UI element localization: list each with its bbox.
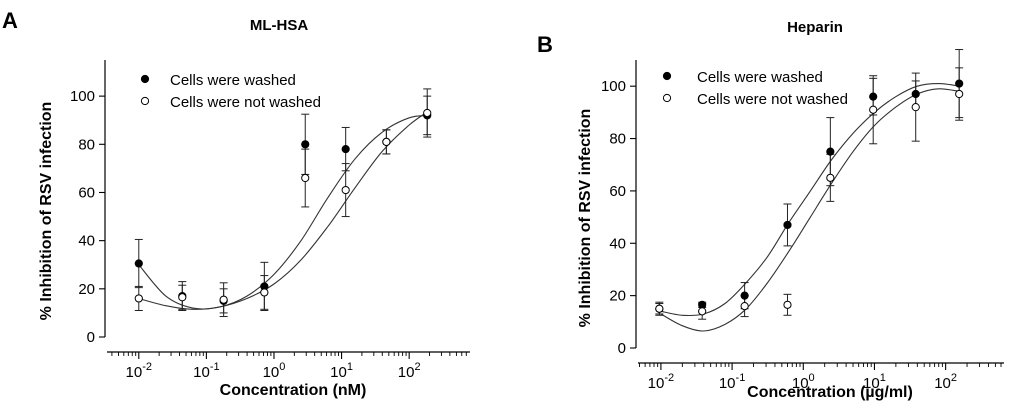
data-point-not-washed [955, 89, 964, 99]
x-tick-label: 10-1 [193, 361, 219, 381]
y-tick-label: 0 [87, 329, 95, 346]
y-axis-label-a: % Inhibition of RSV infection [38, 102, 55, 321]
x-axis-label-a: Concentration (nM) [220, 382, 367, 399]
y-tick-label: 80 [78, 136, 95, 153]
data-point-not-washed [382, 137, 391, 146]
x-tick-label: 10-2 [648, 372, 674, 392]
fit-curve-washed [660, 83, 960, 317]
data-point-washed [911, 89, 920, 99]
x-axis-label-b: Concentration (µg/ml) [747, 384, 913, 401]
data-point-not-washed [740, 302, 749, 311]
data-point-not-washed [698, 307, 707, 316]
x-tick-label: 100 [263, 361, 286, 381]
plot-area-b: 0 20 40 60 80 100 10-2 10-1 100 101 102 [601, 49, 1004, 392]
y-tick-label: 40 [609, 235, 626, 252]
panel-letter-a: A [2, 8, 18, 33]
legend-marker-washed-b [662, 71, 672, 81]
data-point-washed [134, 259, 143, 268]
data-point-not-washed [341, 185, 350, 195]
plot-area-a: 0 20 40 60 80 100 10-2 10-1 100 101 102 [70, 60, 470, 381]
x-tick-label: 101 [863, 372, 886, 392]
panel-letter-b: B [537, 32, 553, 57]
data-point-not-washed [783, 300, 792, 309]
legend-marker-washed-a [140, 74, 150, 84]
data-point-washed [783, 220, 792, 230]
data-point-washed [955, 79, 964, 88]
data-point-not-washed [260, 288, 269, 297]
data-point-washed [301, 140, 310, 149]
data-point-not-washed [134, 294, 143, 303]
legend-b: Cells were washed Cells were not washed [662, 69, 848, 108]
legend-marker-not-washed-a [140, 96, 150, 106]
chart-title-b: Heparin [787, 19, 843, 36]
data-point-not-washed [423, 108, 432, 118]
y-tick-label: 100 [70, 88, 95, 105]
data-point-not-washed [655, 304, 664, 313]
y-tick-label: 60 [609, 183, 626, 200]
data-point-not-washed [219, 295, 228, 304]
data-point-washed [826, 147, 835, 156]
x-tick-label: 100 [792, 372, 815, 392]
x-tick-label: 10-2 [126, 361, 152, 381]
data-point-washed [740, 291, 749, 300]
data-point-washed [869, 92, 878, 101]
y-tick-label: 100 [601, 78, 626, 95]
data-point-not-washed [826, 173, 835, 182]
y-tick-label: 20 [78, 281, 95, 298]
data-point-washed [341, 145, 350, 154]
legend-label-washed-b: Cells were washed [697, 69, 823, 86]
fit-curve-washed [138, 114, 430, 310]
x-tick-label: 10-1 [719, 372, 745, 392]
chart-panel-a: A ML-HSA % Inhibition of RSV infection C… [2, 8, 470, 399]
data-point-not-washed [869, 105, 878, 114]
data-point-not-washed [911, 103, 920, 112]
y-tick-label: 0 [618, 340, 626, 357]
chart-title-a: ML-HSA [250, 17, 308, 34]
legend-label-not-washed-b: Cells were not washed [697, 91, 848, 108]
fit-curve-not-washed [138, 110, 430, 310]
y-tick-label: 60 [78, 184, 95, 201]
data-point-not-washed [178, 293, 187, 302]
fit-curve-not-washed [660, 88, 960, 332]
x-tick-label: 102 [398, 361, 421, 381]
y-tick-label: 40 [78, 233, 95, 250]
y-axis-label-b: % Inhibition of RSV infection [577, 109, 594, 328]
data-point-not-washed [301, 173, 310, 183]
x-tick-label: 102 [934, 372, 957, 392]
chart-panel-b: B Heparin % Inhibition of RSV infection … [537, 19, 1004, 401]
x-tick-label: 101 [330, 361, 353, 381]
legend-label-not-washed-a: Cells were not washed [170, 94, 321, 111]
y-tick-label: 80 [609, 131, 626, 148]
y-tick-label: 20 [609, 288, 626, 305]
legend-marker-not-washed-b [662, 93, 672, 103]
legend-a: Cells were washed Cells were not washed [140, 72, 321, 111]
legend-label-washed-a: Cells were washed [170, 72, 296, 89]
